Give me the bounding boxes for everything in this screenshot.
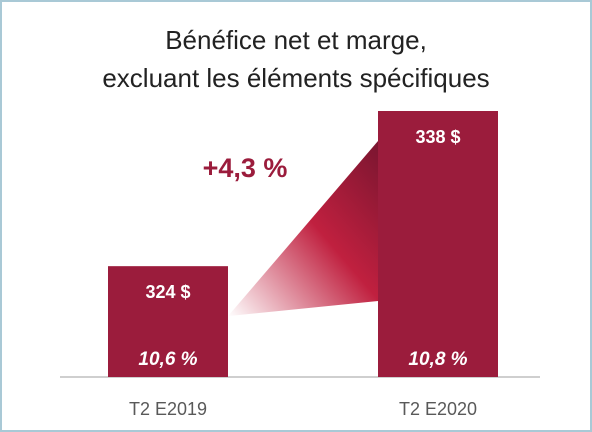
chart-title: Bénéfice net et marge, bbox=[165, 25, 427, 55]
margin-label: 10,6 % bbox=[138, 349, 197, 370]
x-tick-label: T2 E2020 bbox=[399, 399, 477, 419]
value-label: 324 $ bbox=[145, 282, 190, 302]
x-tick-label: T2 E2019 bbox=[129, 399, 207, 419]
bar bbox=[378, 111, 498, 377]
growth-wedge bbox=[228, 141, 378, 317]
chart-title: excluant les éléments spécifiques bbox=[102, 63, 489, 93]
annotation: +4,3 % bbox=[203, 153, 288, 183]
value-label: 338 $ bbox=[415, 127, 460, 147]
bar bbox=[108, 266, 228, 377]
margin-label: 10,8 % bbox=[408, 349, 467, 370]
